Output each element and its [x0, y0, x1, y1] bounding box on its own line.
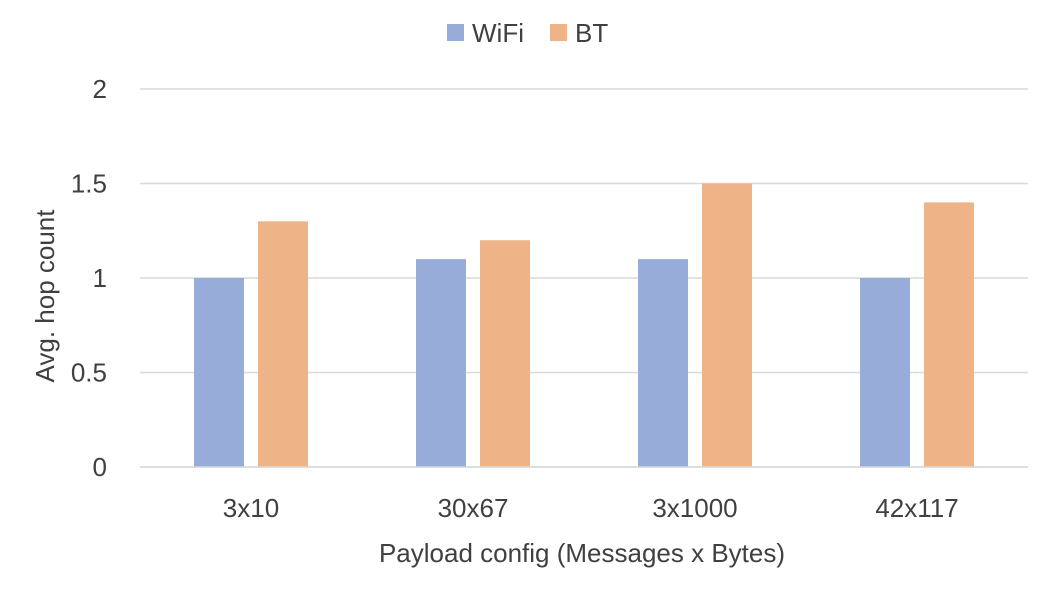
y-tick-label: 1 [93, 263, 107, 293]
y-tick-label: 0 [93, 452, 107, 482]
legend-label-bt: BT [575, 18, 608, 48]
y-tick-label: 0.5 [71, 358, 107, 388]
x-tick-label: 3x1000 [652, 493, 737, 523]
bar-bt-3x1000 [702, 183, 752, 467]
y-tick-label: 2 [93, 74, 107, 104]
legend: WiFi BT [447, 18, 608, 48]
x-tick-label: 30x67 [438, 493, 509, 523]
x-tick-label: 42x117 [875, 493, 958, 523]
bar-wifi-3x10 [194, 278, 244, 467]
legend-label-wifi: WiFi [472, 18, 524, 48]
bar-bt-42x117 [924, 202, 974, 467]
bar-wifi-42x117 [860, 278, 910, 467]
bar-bt-30x67 [480, 240, 530, 467]
x-tick-label: 3x10 [223, 493, 279, 523]
bars [140, 183, 1028, 468]
bar-wifi-3x1000 [638, 259, 688, 467]
y-axis-title: Avg. hop count [30, 209, 60, 383]
y-axis-ticks: 0 0.5 1 1.5 2 [71, 74, 107, 482]
y-tick-label: 1.5 [71, 169, 107, 199]
x-axis-title: Payload config (Messages x Bytes) [379, 538, 785, 568]
bar-bt-3x10 [258, 221, 308, 467]
legend-swatch-wifi [447, 24, 464, 41]
x-axis-ticks: 3x10 30x67 3x1000 42x117 [223, 493, 959, 523]
bar-wifi-30x67 [416, 259, 466, 467]
legend-swatch-bt [550, 24, 567, 41]
